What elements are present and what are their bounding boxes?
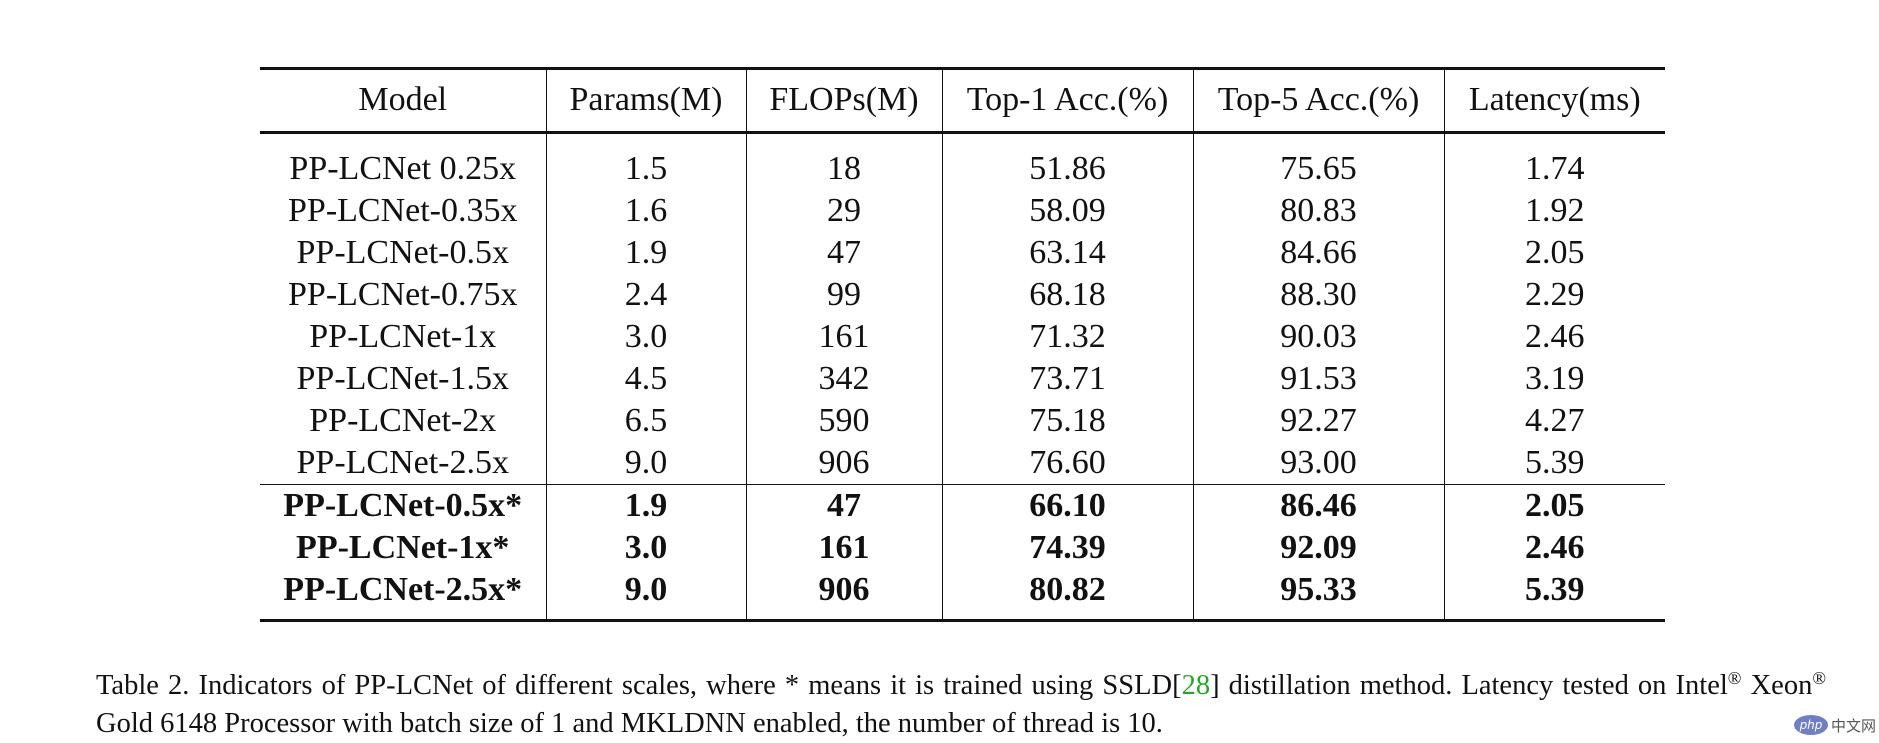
cell-params: 1.5 <box>545 132 746 190</box>
cell-top1-acc: 76.60 <box>941 442 1193 485</box>
cell-params: 1.9 <box>545 484 746 527</box>
table-row: PP-LCNet-0.5x 1.9 47 63.14 84.66 2.05 <box>260 232 1665 274</box>
header-latency: Latency(ms) <box>1443 68 1665 134</box>
table-row: PP-LCNet-0.35x 1.6 29 58.09 80.83 1.92 <box>260 190 1665 232</box>
cell-top1-acc: 66.10 <box>941 484 1193 527</box>
cell-model: PP-LCNet-2.5x* <box>283 571 523 608</box>
registered-mark: ® <box>1812 667 1827 688</box>
cell-top5-acc: 92.09 <box>1192 527 1444 569</box>
cell-top5-acc: 75.65 <box>1192 132 1444 190</box>
cell-flops: 47 <box>745 232 942 274</box>
cell-params: 2.4 <box>545 274 746 316</box>
table-header-row: Model Params(M) FLOPs(M) Top-1 Acc.(%) T… <box>260 68 1665 134</box>
cell-top5-acc: 91.53 <box>1192 358 1444 400</box>
standard-models-group: PP-LCNet 0.25x 1.5 18 51.86 75.65 1.74 PP-LCNe… <box>260 132 1665 485</box>
cell-top5-acc: 92.27 <box>1192 400 1444 442</box>
caption-text-1: Table 2. Indicators of PP-LCNet of diffe… <box>96 669 1182 701</box>
citation-link[interactable]: 28 <box>1181 669 1211 701</box>
cell-flops: 99 <box>745 274 942 316</box>
cell-latency: 2.05 <box>1443 484 1665 527</box>
cell-latency: 5.39 <box>1443 569 1665 621</box>
cell-params: 1.9 <box>545 232 746 274</box>
table-row: PP-LCNet-1.5x 4.5 342 73.71 91.53 3.19 <box>260 358 1665 400</box>
cell-model: PP-LCNet-0.75x <box>288 276 518 313</box>
cell-top1-acc: 71.32 <box>941 316 1193 358</box>
table-row: PP-LCNet-2.5x 9.0 906 76.60 93.00 5.39 <box>260 442 1665 485</box>
cell-params: 6.5 <box>545 400 746 442</box>
table-row: PP-LCNet-1x* 3.0 161 74.39 92.09 2.46 <box>260 527 1665 569</box>
cell-latency: 4.27 <box>1443 400 1665 442</box>
cell-params: 9.0 <box>545 569 746 621</box>
cell-top1-acc: 74.39 <box>941 527 1193 569</box>
cell-model: PP-LCNet 0.25x <box>289 150 517 187</box>
cell-top1-acc: 63.14 <box>941 232 1193 274</box>
cell-model: PP-LCNet-1x* <box>296 529 510 566</box>
cell-top5-acc: 80.83 <box>1192 190 1444 232</box>
cell-top5-acc: 84.66 <box>1192 232 1444 274</box>
cell-model: PP-LCNet-0.5x* <box>260 484 546 527</box>
table-caption: Table 2. Indicators of PP-LCNet of diffe… <box>96 667 1826 743</box>
cell-latency: 2.46 <box>1443 316 1665 358</box>
cell-top1-acc: 58.09 <box>941 190 1193 232</box>
cell-params: 3.0 <box>545 527 746 569</box>
cell-latency: 1.74 <box>1443 132 1665 190</box>
cell-top1-acc: 80.82 <box>941 569 1193 621</box>
cell-model: PP-LCNet-2x <box>309 402 497 439</box>
cell-flops: 18 <box>745 132 942 190</box>
cell-params: 4.5 <box>545 358 746 400</box>
caption-text-4: Gold 6148 Processor with batch size of 1… <box>96 707 1163 739</box>
site-watermark: php 中文网 <box>1793 712 1876 738</box>
header-model: Model <box>260 68 546 134</box>
table-row: PP-LCNet-2x 6.5 590 75.18 92.27 4.27 <box>260 400 1665 442</box>
cell-flops: 590 <box>745 400 942 442</box>
header-top5-acc: Top-5 Acc.(%) <box>1192 68 1444 134</box>
php-logo-icon: php <box>1793 715 1828 735</box>
header-params: Params(M) <box>545 68 746 134</box>
table-row: PP-LCNet 0.25x 1.5 18 51.86 75.65 1.74 <box>260 132 1665 190</box>
cell-model: PP-LCNet-1x <box>309 318 497 355</box>
watermark-site-text: 中文网 <box>1830 716 1876 735</box>
cell-params: 3.0 <box>545 316 746 358</box>
cell-flops: 161 <box>745 316 942 358</box>
results-table-container: Model Params(M) FLOPs(M) Top-1 Acc.(%) T… <box>260 67 1665 622</box>
caption-text-2: ] distillation method. Latency tested on… <box>1210 669 1728 701</box>
header-top1-acc: Top-1 Acc.(%) <box>941 68 1193 134</box>
cell-model: PP-LCNet-0.35x <box>288 192 518 229</box>
cell-top1-acc: 51.86 <box>941 132 1193 190</box>
cell-flops: 906 <box>745 569 942 621</box>
cell-latency: 2.46 <box>1443 527 1665 569</box>
table-row: PP-LCNet-1x 3.0 161 71.32 90.03 2.46 <box>260 316 1665 358</box>
cell-top1-acc: 75.18 <box>941 400 1193 442</box>
cell-top5-acc: 93.00 <box>1192 442 1444 485</box>
cell-latency: 2.29 <box>1443 274 1665 316</box>
cell-flops: 161 <box>745 527 942 569</box>
cell-latency: 2.05 <box>1443 232 1665 274</box>
cell-flops: 29 <box>745 190 942 232</box>
cell-top5-acc: 95.33 <box>1192 569 1444 621</box>
cell-top1-acc: 73.71 <box>941 358 1193 400</box>
table-row: PP-LCNet-0.75x 2.4 99 68.18 88.30 2.29 <box>260 274 1665 316</box>
table-row: PP-LCNet-2.5x* 9.0 906 80.82 95.33 5.39 <box>260 569 1665 621</box>
cell-top5-acc: 90.03 <box>1192 316 1444 358</box>
cell-flops: 906 <box>745 442 942 485</box>
cell-latency: 5.39 <box>1443 442 1665 485</box>
table-row: PP-LCNet-0.5x* 1.9 47 66.10 86.46 2.05 <box>260 484 1665 527</box>
header-flops: FLOPs(M) <box>745 68 942 134</box>
results-table: Model Params(M) FLOPs(M) Top-1 Acc.(%) T… <box>260 67 1665 622</box>
cell-top5-acc: 88.30 <box>1192 274 1444 316</box>
cell-model: PP-LCNet-1.5x <box>296 360 510 397</box>
cell-flops: 47 <box>745 484 942 527</box>
cell-flops: 342 <box>745 358 942 400</box>
cell-top5-acc: 86.46 <box>1192 484 1444 527</box>
distilled-models-group: PP-LCNet-0.5x* 1.9 47 66.10 86.46 2.05 PP-LCNe… <box>260 484 1665 621</box>
cell-top1-acc: 68.18 <box>941 274 1193 316</box>
cell-params: 1.6 <box>545 190 746 232</box>
cell-model: PP-LCNet-0.5x <box>296 234 510 271</box>
registered-mark: ® <box>1727 667 1742 688</box>
cell-latency: 3.19 <box>1443 358 1665 400</box>
cell-model: PP-LCNet-2.5x <box>296 444 510 481</box>
cell-latency: 1.92 <box>1443 190 1665 232</box>
caption-text-3: Xeon <box>1741 669 1813 701</box>
cell-params: 9.0 <box>545 442 746 485</box>
